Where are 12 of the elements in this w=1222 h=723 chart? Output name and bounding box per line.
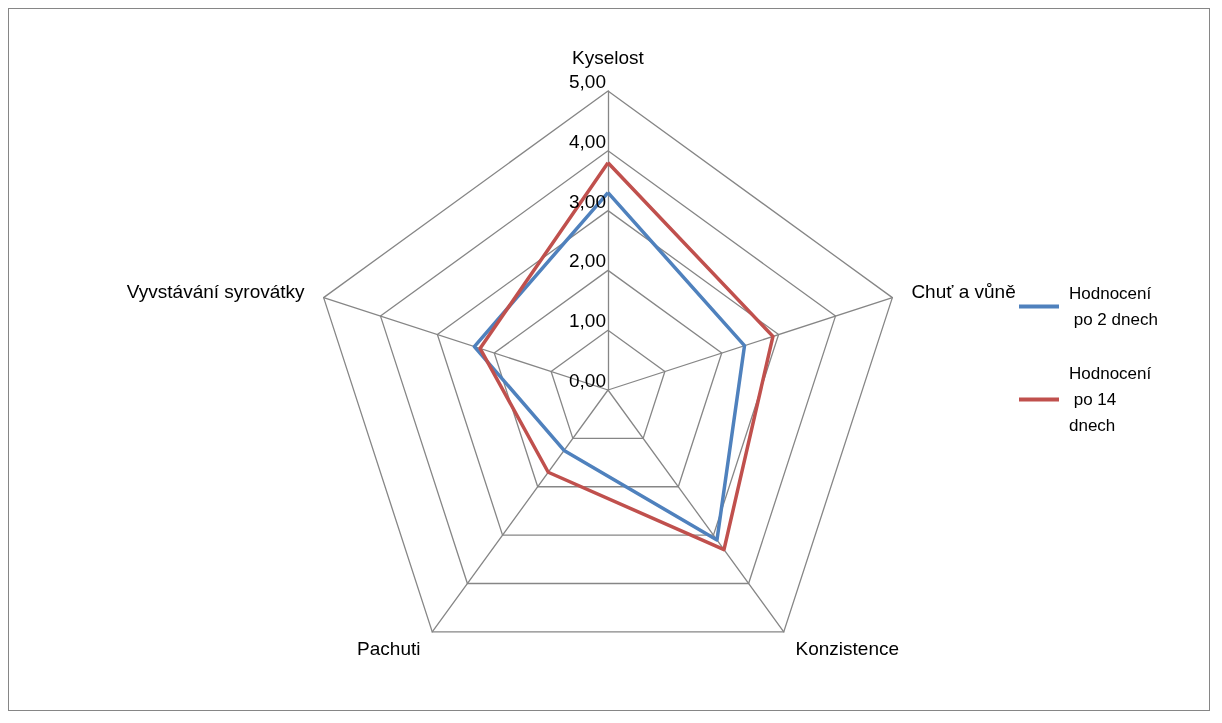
legend-label: Hodnocení po 14 dnech [1069,364,1152,435]
y-tick-label: 4,00 [569,130,606,152]
y-tick-label: 1,00 [569,310,606,332]
y-tick-label: 5,00 [569,71,606,92]
spoke-label: Pachuti [357,637,421,659]
y-tick-label: 2,00 [569,250,606,272]
spoke-label: Chuť a vůně [911,280,1016,302]
spoke-label: Kyselost [572,46,645,68]
legend-label: Hodnocení po 2 dnech [1069,284,1158,329]
spoke-label: Vyvstávání syrovátky [126,280,306,302]
y-tick-label: 0,00 [569,370,606,391]
spoke-label: Konzistence [795,637,900,659]
